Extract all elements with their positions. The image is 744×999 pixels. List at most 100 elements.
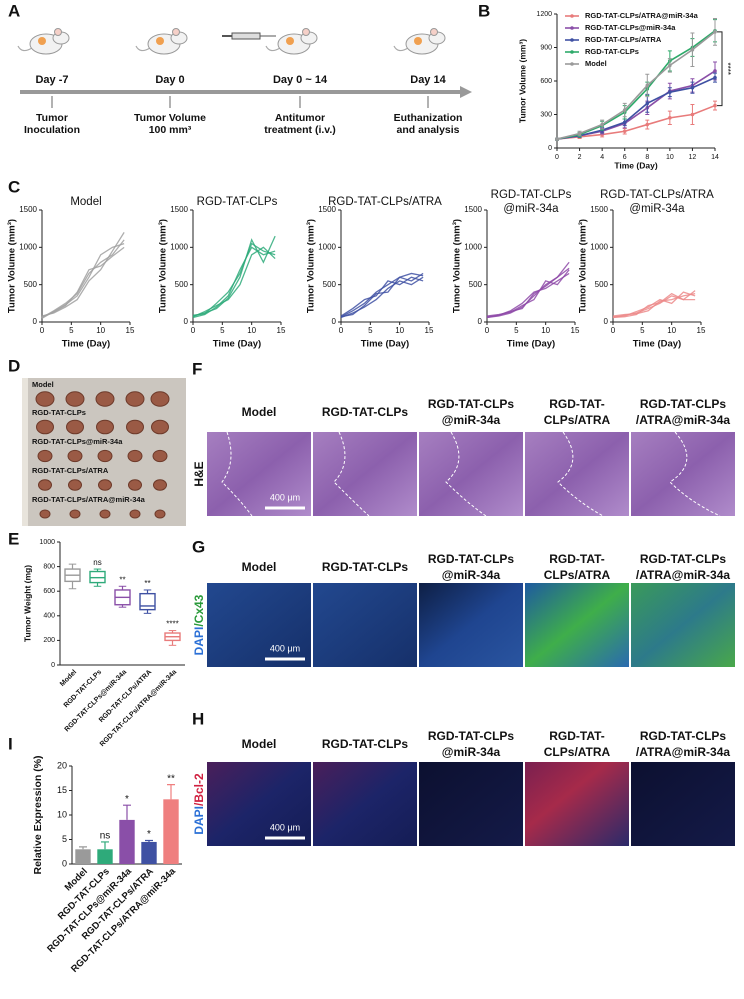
significance-label: * bbox=[125, 794, 129, 805]
mouse-tail bbox=[135, 45, 151, 52]
column-header: CLPs/ATRA bbox=[544, 413, 611, 427]
x-tick-label: 5 bbox=[514, 326, 519, 335]
y-tick-label: 600 bbox=[43, 588, 55, 595]
series-line bbox=[486, 261, 570, 319]
y-tick-label: 1500 bbox=[590, 205, 608, 214]
legend-marker bbox=[570, 62, 574, 66]
column-header: Model bbox=[242, 405, 277, 419]
tumor bbox=[98, 479, 112, 491]
y-tick-label: 500 bbox=[469, 280, 483, 289]
column-header: Model bbox=[242, 560, 277, 574]
x-axis-label: Time (Day) bbox=[614, 160, 657, 170]
y-tick-label: 0 bbox=[184, 317, 189, 326]
y-tick-label: 1000 bbox=[19, 242, 37, 251]
x-tick-label: 15 bbox=[277, 326, 286, 335]
stain-image bbox=[525, 762, 629, 846]
column-header: @miR-34a bbox=[442, 745, 501, 759]
timeline-day: Day 0 ~ 14 bbox=[273, 74, 328, 86]
y-tick-label: 1500 bbox=[318, 205, 336, 214]
series-line bbox=[486, 272, 570, 318]
series-point bbox=[690, 112, 695, 117]
y-tick-label: 500 bbox=[323, 280, 337, 289]
box bbox=[139, 592, 156, 611]
tumor bbox=[96, 419, 114, 435]
timeline-day: Day -7 bbox=[35, 74, 68, 86]
significance-label: ** bbox=[144, 579, 150, 588]
series-point bbox=[645, 101, 650, 106]
scale-bar-label: 400 μm bbox=[270, 643, 300, 653]
column-header: @miR-34a bbox=[442, 568, 501, 582]
stain-image bbox=[313, 583, 417, 667]
column-header: RGD-TAT-CLPs bbox=[428, 397, 515, 411]
chart-title: RGD-TAT-CLPs bbox=[197, 196, 278, 208]
y-tick-label: 600 bbox=[540, 78, 552, 85]
x-tick-label: 0 bbox=[611, 326, 616, 335]
series-line bbox=[41, 246, 125, 318]
panel-label: A bbox=[8, 1, 20, 20]
y-tick-label: 1500 bbox=[170, 205, 188, 214]
y-tick-label: 900 bbox=[540, 44, 552, 51]
tumor-border bbox=[221, 431, 253, 517]
series-point bbox=[690, 85, 695, 90]
timeline-event: treatment (i.v.) bbox=[264, 124, 336, 136]
panel-label: F bbox=[192, 359, 202, 378]
column-header: RGD-TAT-CLPs bbox=[428, 729, 515, 743]
y-tick-label: 5 bbox=[62, 834, 67, 844]
tumor-border bbox=[557, 431, 604, 517]
tumor bbox=[154, 509, 166, 519]
y-tick-label: 1000 bbox=[318, 242, 336, 251]
mouse-tumor bbox=[156, 37, 164, 45]
y-tick-label: 500 bbox=[24, 280, 38, 289]
timeline-event: Antitumor bbox=[275, 112, 325, 124]
tumor bbox=[129, 509, 141, 519]
y-tick-label: 0 bbox=[62, 858, 67, 868]
row-label-part: DAPI bbox=[192, 806, 206, 835]
significance-label: **** bbox=[723, 62, 732, 74]
row-label-part: DAPI bbox=[192, 627, 206, 656]
tumor bbox=[151, 419, 169, 435]
column-header: /ATRA@miR-34a bbox=[636, 745, 730, 759]
y-axis-label: Tumor Volume (mm³) bbox=[306, 219, 317, 313]
y-tick-label: 1000 bbox=[39, 539, 55, 546]
legend-marker bbox=[570, 50, 574, 54]
x-tick-label: 0 bbox=[555, 154, 559, 161]
y-tick-label: 400 bbox=[43, 613, 55, 620]
panel-label: G bbox=[192, 537, 205, 556]
tumor bbox=[125, 391, 145, 407]
timeline-event: Euthanization bbox=[394, 112, 463, 124]
y-tick-label: 1500 bbox=[19, 205, 37, 214]
x-tick-label: 5 bbox=[640, 326, 645, 335]
y-tick-label: 1500 bbox=[464, 205, 482, 214]
x-tick-label: 15 bbox=[126, 326, 135, 335]
stain-image bbox=[313, 762, 417, 846]
timeline-event: Inoculation bbox=[24, 124, 80, 136]
x-tick-label: 0 bbox=[339, 326, 344, 335]
y-tick-label: 500 bbox=[175, 280, 189, 289]
tumor bbox=[65, 391, 85, 407]
series-line bbox=[41, 232, 125, 317]
tumor-border bbox=[669, 431, 721, 517]
bar bbox=[75, 849, 91, 864]
chart-title: @miR-34a bbox=[629, 203, 685, 215]
tumor bbox=[99, 509, 111, 519]
series-line bbox=[41, 239, 125, 319]
tumor bbox=[127, 449, 143, 463]
tumor bbox=[37, 449, 53, 463]
series-line bbox=[192, 242, 276, 316]
photo-row-label: RGD-TAT-CLPs/ATRA@miR-34a bbox=[32, 495, 146, 504]
x-tick-label: 15 bbox=[425, 326, 434, 335]
error-bar bbox=[123, 804, 131, 820]
mouse-tail bbox=[265, 45, 281, 52]
series-point bbox=[668, 63, 672, 68]
photo-ruler bbox=[22, 378, 28, 526]
series-line bbox=[556, 30, 716, 140]
tumor bbox=[68, 479, 82, 491]
series-point bbox=[690, 47, 695, 52]
mouse-tumor bbox=[38, 37, 46, 45]
legend-label: RGD-TAT-CLPs/ATRA bbox=[585, 35, 662, 44]
timeline-event: Tumor Volume bbox=[134, 112, 206, 124]
column-header: RGD-TAT- bbox=[549, 397, 605, 411]
error-bar bbox=[167, 784, 175, 800]
chart-title: RGD-TAT-CLPs/ATRA bbox=[328, 196, 442, 208]
series-point bbox=[622, 129, 627, 134]
